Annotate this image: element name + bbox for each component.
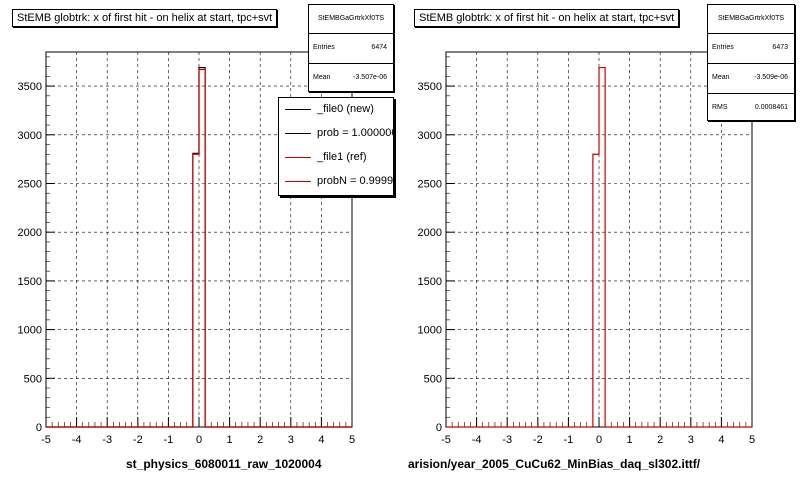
x-tick-label: 0 (596, 434, 602, 446)
y-tick-label: 2500 (18, 178, 42, 190)
right-panel: -5 -4 -3 -2 -1 0 1 2 3 4 5 0 500 1000 1500 2000 2500 3000… (400, 0, 800, 480)
legend-swatch-probn (285, 181, 311, 182)
right-stats-mean-key: Mean (712, 74, 730, 81)
x-tick-label: -1 (164, 434, 174, 446)
left-stats-box: StEMBGaGrtrkXf0TS Entries 6474 Mean -3.5… (308, 4, 394, 92)
histogram-series-2 (46, 68, 352, 428)
right-stats-mean-row: Mean -3.509e-06 (708, 64, 794, 94)
legend-entry-file0: _file0 (new) (279, 98, 393, 122)
left-stats-mean-value: -3.507e-06 (353, 74, 387, 81)
y-tick-label: 2500 (418, 178, 442, 190)
x-tick-label: 3 (688, 434, 694, 446)
x-tick-label: -4 (472, 434, 482, 446)
y-tick-label: 1000 (418, 325, 442, 337)
right-stats-name: StEMBGaGrtrkXf0TS (708, 5, 794, 34)
x-tick-label: 4 (318, 434, 324, 446)
legend-label-prob: prob = 1.000000 (317, 127, 394, 139)
y-tick-label: 2000 (18, 227, 42, 239)
right-stats-rms-key: RMS (712, 104, 728, 111)
right-stats-rms-value: 0.0008461 (754, 104, 788, 111)
y-tick-label: 1000 (18, 325, 42, 337)
y-tick-label: 3000 (18, 130, 42, 142)
x-tick-label: 1 (227, 434, 233, 446)
x-tick-label: -2 (533, 434, 543, 446)
x-tick-label: 2 (657, 434, 663, 446)
legend-label-file0: _file0 (new) (317, 103, 374, 115)
left-plot-title: StEMB globtrk: x of first hit - on helix… (12, 9, 278, 27)
legend-entry-probn: probN = 0.999978 (279, 170, 393, 194)
legend-swatch-file1 (285, 157, 311, 158)
left-panel: -5 -4 -3 -2 -1 0 1 2 3 4 5 0 500 1000 1500 2000 2500 3000… (12, 4, 394, 471)
left-stats-entries-row: Entries 6474 (309, 34, 393, 64)
y-tick-label: 1500 (418, 276, 442, 288)
y-tick-label: 1500 (18, 276, 42, 288)
y-tick-label: 3500 (418, 81, 442, 93)
legend-label-file1: _file1 (ref) (317, 151, 367, 163)
x-tick-label: 3 (288, 434, 294, 446)
x-tick-label: -5 (441, 434, 451, 446)
x-tick-label: 0 (196, 434, 202, 446)
right-stats-entries-key: Entries (712, 44, 734, 51)
x-tick-label: 4 (718, 434, 724, 446)
legend-swatch-file0 (285, 109, 311, 110)
right-plot-title: StEMB globtrk: x of first hit - on helix… (414, 9, 680, 27)
legend-label-probn: probN = 0.999978 (317, 175, 394, 187)
legend-entry-file1: _file1 (ref) (279, 146, 393, 170)
left-legend: _file0 (new) prob = 1.000000 _file1 (ref… (278, 97, 394, 196)
left-stats-mean-key: Mean (313, 74, 331, 81)
x-tick-label: 2 (257, 434, 263, 446)
x-tick-label: -3 (102, 434, 112, 446)
y-tick-label: 0 (436, 422, 442, 434)
left-stats-entries-key: Entries (313, 44, 335, 51)
x-tick-label: -1 (564, 434, 574, 446)
histogram-series-1 (446, 66, 752, 428)
x-tick-label: -4 (72, 434, 82, 446)
x-tick-label: 5 (349, 434, 355, 446)
y-tick-label: 0 (36, 422, 42, 434)
left-stats-entries-value: 6474 (371, 44, 387, 51)
y-tick-label: 2000 (418, 227, 442, 239)
x-tick-label: -3 (502, 434, 512, 446)
legend-entry-prob: prob = 1.000000 (279, 122, 393, 146)
right-stats-rms-row: RMS 0.0008461 (708, 94, 794, 123)
right-stats-mean-value: -3.509e-06 (754, 74, 788, 81)
y-tick-label: 500 (424, 373, 442, 385)
x-tick-label: -5 (41, 434, 51, 446)
right-stats-box: StEMBGaGrtrkXf0TS Entries 6473 Mean -3.5… (707, 4, 795, 121)
y-tick-label: 3000 (418, 130, 442, 142)
y-tick-label: 500 (24, 373, 42, 385)
right-histogram-plot: -5 -4 -3 -2 -1 0 1 2 3 4 5 0 500 1000 1500 2000 2500 3000… (418, 51, 755, 446)
right-stats-entries-value: 6473 (772, 44, 788, 51)
left-x-axis-label: st_physics_6080011_raw_1020004 (126, 457, 322, 471)
x-tick-label: -2 (133, 434, 143, 446)
x-tick-label: 5 (749, 434, 755, 446)
legend-swatch-prob (285, 133, 311, 134)
left-stats-mean-row: Mean -3.507e-06 (309, 64, 393, 93)
right-stats-entries-row: Entries 6473 (708, 34, 794, 64)
right-x-axis-label: arision/year_2005_CuCu62_MinBias_daq_sl3… (408, 457, 701, 471)
x-tick-label: 1 (627, 434, 633, 446)
y-tick-label: 3500 (18, 81, 42, 93)
left-stats-name: StEMBGaGrtrkXf0TS (309, 5, 393, 34)
